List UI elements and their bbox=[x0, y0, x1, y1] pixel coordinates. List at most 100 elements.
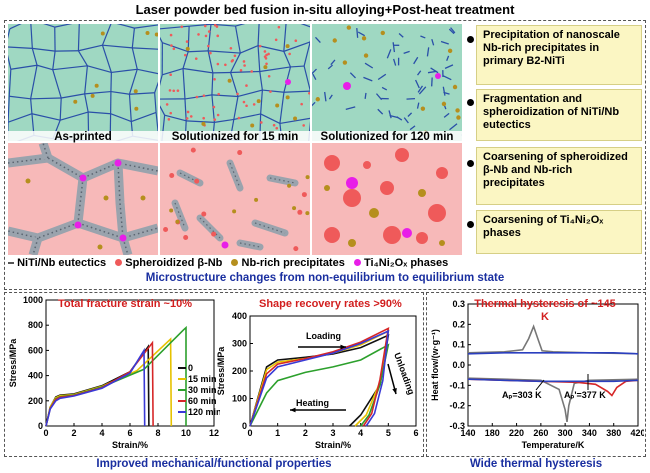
y-tick-label: 400 bbox=[28, 371, 43, 381]
grain-boundary bbox=[111, 68, 138, 74]
nb-rich-precipitate bbox=[254, 197, 259, 202]
ti4ni2ox-particle bbox=[79, 174, 87, 182]
fragmented-boundary bbox=[312, 101, 316, 107]
y-axis-label: Stress/MPa bbox=[216, 346, 226, 396]
nano-precipitate bbox=[189, 115, 193, 118]
nano-precipitate bbox=[169, 111, 173, 115]
bullet-3: Coarsening of spheroidized β-Nb and Nb-r… bbox=[476, 147, 642, 205]
beta-nb-sphere bbox=[363, 161, 371, 169]
thermal-frame bbox=[426, 292, 646, 457]
y-tick-label: 1000 bbox=[23, 295, 43, 305]
grain-boundary bbox=[84, 90, 111, 95]
nano-precipitate bbox=[229, 46, 233, 50]
ti4ni2ox-particle bbox=[74, 221, 82, 229]
dsc-chart: 140 180 220 260 300 340 380 420 -0.3 -0.2 -0.1 0.0 0… bbox=[430, 299, 644, 450]
x-tick-label: 2 bbox=[71, 428, 76, 438]
bullet-dot bbox=[467, 160, 474, 167]
loading-label: Loading bbox=[306, 331, 341, 341]
nano-precipitate bbox=[209, 51, 212, 55]
fragmented-boundary bbox=[446, 55, 450, 61]
bullet-dot bbox=[467, 99, 474, 106]
x-tick-label: 340 bbox=[582, 428, 597, 438]
grain-boundary bbox=[137, 68, 158, 75]
nano-precipitate bbox=[265, 62, 268, 66]
y-tick-label: 0.1 bbox=[452, 340, 465, 350]
fragmented-boundary bbox=[392, 42, 396, 53]
grain-network-sol120 bbox=[312, 24, 462, 141]
nb-rich-precipitate bbox=[361, 36, 367, 41]
nano-precipitate bbox=[204, 34, 208, 38]
grain-boundary bbox=[8, 96, 10, 123]
series-line bbox=[45, 344, 150, 427]
nano-precipitate bbox=[264, 57, 268, 60]
nb-rich-precipitate bbox=[73, 99, 78, 104]
x-tick-label: 6 bbox=[127, 428, 132, 438]
nb-rich-precipitate bbox=[305, 175, 310, 180]
grain-boundary bbox=[189, 24, 212, 27]
bullet-dot bbox=[467, 221, 474, 228]
grain-boundary bbox=[52, 65, 88, 71]
legend-label: 30 min bbox=[188, 385, 217, 395]
nb-rich-precipitate bbox=[256, 99, 261, 104]
nano-precipitate bbox=[185, 40, 189, 43]
x-tick-label: 2 bbox=[303, 428, 308, 438]
nano-precipitate bbox=[169, 73, 172, 77]
microstructure-legend: NiTi/Nb eutectics Spheroidized β-Nb Nb-r… bbox=[8, 257, 468, 271]
series-line bbox=[45, 340, 154, 427]
bullet-1: Precipitation of nanoscale Nb-rich preci… bbox=[476, 25, 642, 85]
fragmented-boundary bbox=[448, 28, 455, 35]
grain-boundary bbox=[52, 69, 62, 99]
grain-boundary bbox=[303, 65, 310, 92]
arrow-head bbox=[290, 407, 296, 413]
shape-recovery-chart: 0 1 2 3 4 5 6 0 100 200 300 400 Strain/% Stress/MPa Lo… bbox=[216, 311, 419, 450]
nb-rich-precipitate bbox=[452, 84, 458, 90]
nb-rich-precipitate bbox=[134, 106, 139, 111]
nano-precipitate bbox=[294, 39, 298, 43]
nano-precipitate bbox=[275, 126, 279, 130]
ap-prime-annotation: Aₚ'=377 K bbox=[564, 390, 606, 400]
nano-precipitate bbox=[216, 113, 220, 117]
grain-boundary bbox=[8, 46, 33, 50]
grain-boundary bbox=[87, 65, 112, 74]
bullet-2: Fragmentation and spheroidization of NiT… bbox=[476, 89, 642, 141]
grain-boundary bbox=[61, 93, 85, 99]
nb-rich-precipitate bbox=[94, 83, 99, 88]
grain-boundary bbox=[211, 94, 239, 98]
fragmented-boundary bbox=[314, 36, 321, 44]
grain-boundary bbox=[8, 28, 11, 40]
ti4ni2ox-particle bbox=[435, 73, 441, 79]
nb-rich-precipitate bbox=[201, 121, 206, 126]
x-tick-label: 6 bbox=[413, 428, 418, 438]
grain-boundary bbox=[186, 120, 215, 123]
heating-label: Heating bbox=[296, 398, 329, 408]
grain-boundary bbox=[283, 51, 292, 68]
grain-boundary bbox=[182, 68, 186, 99]
bullet-4: Coarsening of Ti₄Ni₂Oₓ phases bbox=[476, 210, 642, 254]
grain-boundary bbox=[235, 24, 246, 27]
y-tick-label: -0.1 bbox=[449, 380, 465, 390]
nano-precipitate bbox=[213, 24, 217, 27]
nano-precipitate bbox=[267, 74, 271, 78]
ti4ni2ox-particle bbox=[343, 82, 351, 90]
nano-precipitate bbox=[212, 105, 216, 109]
grain-boundary bbox=[160, 74, 163, 86]
beta-nb-sphere bbox=[428, 204, 446, 222]
panel-sol15-top bbox=[160, 24, 310, 141]
beta-nb-sphere bbox=[293, 246, 299, 252]
beta-nb-sphere bbox=[237, 150, 243, 156]
eutectic-fragment bbox=[266, 174, 299, 187]
beta-nb-sphere bbox=[169, 173, 175, 179]
y-tick-label: 400 bbox=[232, 311, 247, 321]
nano-precipitate bbox=[170, 44, 173, 47]
nano-precipitate bbox=[180, 25, 184, 29]
grain-boundary bbox=[229, 72, 239, 97]
y-tick-label: -0.3 bbox=[449, 421, 465, 431]
fragmented-boundary bbox=[431, 39, 435, 46]
beta-nb-sphere bbox=[324, 227, 340, 243]
nano-precipitate bbox=[202, 94, 206, 97]
fragmented-boundary bbox=[442, 75, 452, 81]
beta-nb-sphere bbox=[395, 148, 409, 162]
arrow-head bbox=[340, 344, 346, 350]
series-line bbox=[467, 324, 639, 355]
grain-boundary bbox=[101, 24, 112, 46]
